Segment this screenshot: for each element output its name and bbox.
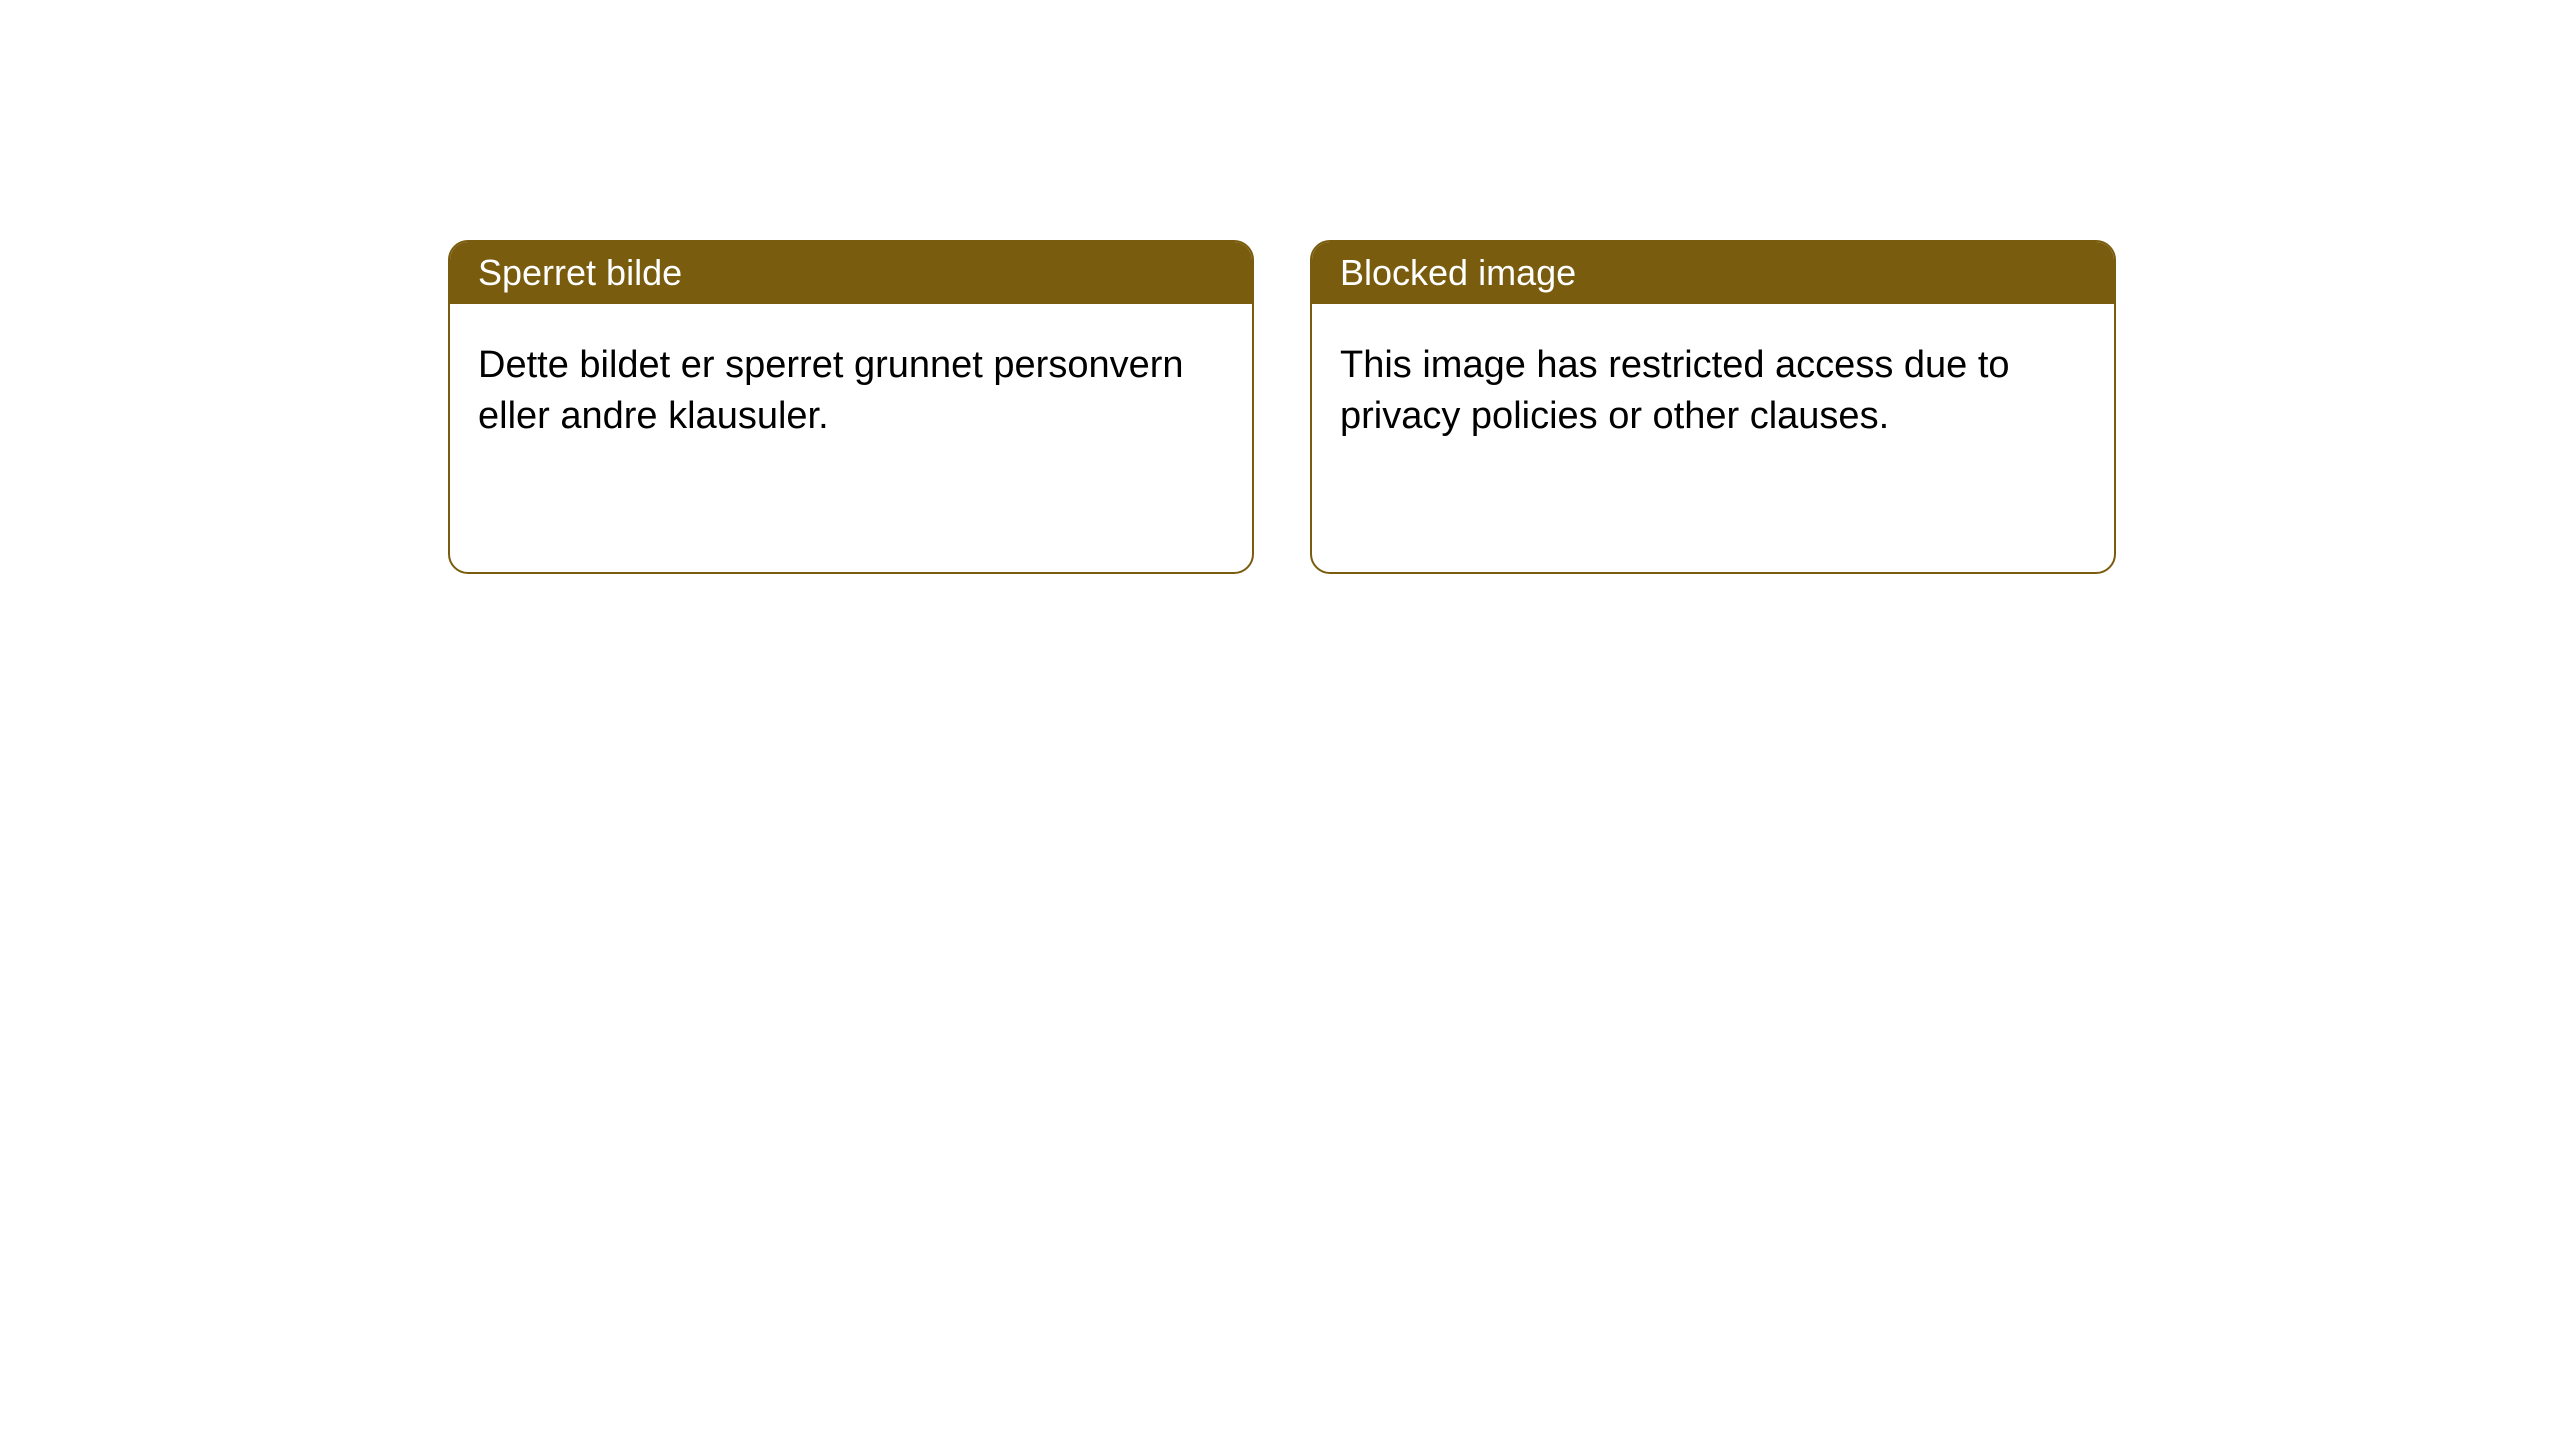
card-body-text: This image has restricted access due to … (1340, 344, 2010, 437)
card-body-text: Dette bildet er sperret grunnet personve… (478, 344, 1184, 437)
cards-container: Sperret bilde Dette bildet er sperret gr… (0, 0, 2560, 574)
card-body-no: Dette bildet er sperret grunnet personve… (450, 304, 1252, 479)
card-header-no: Sperret bilde (450, 242, 1252, 304)
card-body-en: This image has restricted access due to … (1312, 304, 2114, 479)
blocked-image-card-en: Blocked image This image has restricted … (1310, 240, 2116, 574)
blocked-image-card-no: Sperret bilde Dette bildet er sperret gr… (448, 240, 1254, 574)
card-title: Blocked image (1340, 252, 1576, 293)
card-header-en: Blocked image (1312, 242, 2114, 304)
card-title: Sperret bilde (478, 252, 682, 293)
